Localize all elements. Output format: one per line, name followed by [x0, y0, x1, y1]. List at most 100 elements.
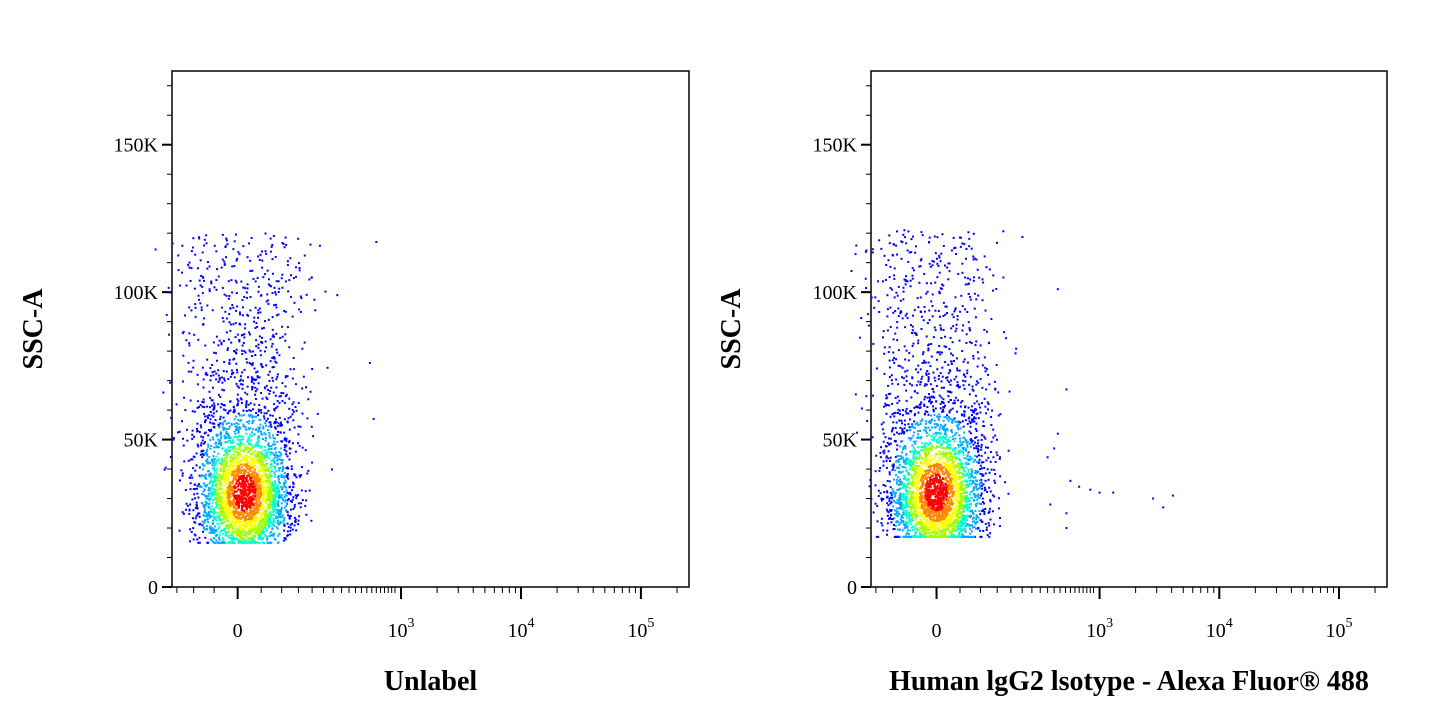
event-dot	[222, 537, 225, 540]
event-dot	[219, 418, 222, 421]
event-dot	[256, 510, 259, 513]
event-dot	[969, 375, 972, 378]
event-dot	[240, 463, 243, 466]
y-tick-label: 0	[847, 577, 857, 599]
event-dot	[255, 520, 258, 523]
y-tick-label: 0	[148, 577, 158, 599]
event-dot	[955, 357, 958, 360]
event-dot	[899, 507, 902, 510]
event-dot	[297, 493, 300, 496]
event-dot	[220, 441, 223, 444]
event-dot	[948, 411, 951, 414]
event-dot	[219, 480, 222, 483]
event-dot	[247, 443, 250, 446]
event-dot	[955, 384, 958, 387]
event-dot	[169, 456, 172, 459]
event-dot	[201, 366, 204, 369]
event-dot	[273, 403, 276, 406]
event-dot	[281, 470, 284, 473]
event-dot	[275, 469, 278, 472]
event-dot	[201, 400, 204, 403]
event-dot	[248, 333, 251, 336]
event-dot	[192, 509, 195, 512]
event-dot	[248, 448, 251, 451]
event-dot	[239, 435, 242, 438]
event-dot	[213, 351, 216, 354]
event-dot	[288, 447, 291, 450]
event-dot	[254, 465, 257, 468]
event-dot	[254, 492, 257, 495]
event-dot	[192, 467, 195, 470]
event-dot	[238, 483, 241, 486]
event-dot	[971, 474, 974, 477]
event-dot	[250, 236, 253, 239]
event-dot	[883, 346, 886, 349]
event-dot	[285, 467, 288, 470]
event-dot	[907, 437, 910, 440]
event-dot	[199, 475, 202, 478]
event-dot	[929, 429, 932, 432]
event-dot	[258, 520, 261, 523]
event-dot	[274, 482, 277, 485]
event-dot	[228, 312, 231, 315]
event-dot	[927, 347, 930, 350]
event-dot	[888, 234, 891, 237]
event-dot	[259, 349, 262, 352]
event-dot	[244, 482, 247, 485]
event-dot	[264, 340, 267, 343]
event-dot	[265, 252, 268, 255]
event-dot	[966, 422, 969, 425]
event-dot	[969, 439, 972, 442]
event-dot	[256, 530, 259, 533]
event-dot	[283, 431, 286, 434]
event-dot	[224, 493, 227, 496]
event-dot	[905, 312, 908, 315]
event-dot	[892, 311, 895, 314]
event-dot	[280, 511, 283, 514]
event-dot	[277, 280, 280, 283]
event-dot	[893, 469, 896, 472]
event-dot	[972, 417, 975, 420]
event-dot	[237, 438, 240, 441]
event-dot	[987, 373, 990, 376]
event-dot	[945, 305, 948, 308]
event-dot	[250, 466, 253, 469]
x-tick-label: 104	[507, 616, 534, 642]
event-dot	[262, 489, 265, 492]
event-dot	[269, 472, 272, 475]
event-dot	[888, 517, 891, 520]
event-dot	[278, 532, 281, 535]
event-dot	[260, 409, 263, 412]
event-dot	[903, 431, 906, 434]
event-dot	[286, 491, 289, 494]
event-dot	[241, 499, 244, 502]
event-dot	[266, 397, 269, 400]
event-dot	[973, 493, 976, 496]
event-dot	[223, 541, 226, 544]
event-dot	[257, 376, 260, 379]
event-dot	[929, 365, 932, 368]
event-dot	[247, 514, 250, 517]
event-dot	[236, 457, 239, 460]
event-dot	[970, 409, 973, 412]
event-dot	[222, 488, 225, 491]
event-dot	[926, 290, 929, 293]
event-dot	[911, 277, 914, 280]
event-dot	[225, 503, 228, 506]
event-dot	[239, 527, 242, 530]
event-dot	[248, 433, 251, 436]
event-dot	[984, 507, 987, 510]
event-dot	[252, 515, 255, 518]
event-dot	[242, 379, 245, 382]
event-dot	[225, 477, 228, 480]
event-dot	[223, 492, 226, 495]
event-dot	[188, 266, 191, 269]
event-dot	[261, 463, 264, 466]
event-dot	[246, 536, 249, 539]
event-dot	[188, 261, 191, 264]
event-dot	[268, 494, 271, 497]
event-dot	[178, 529, 181, 532]
event-dot	[233, 522, 236, 525]
event-dot	[233, 484, 236, 487]
event-dot	[263, 417, 266, 420]
